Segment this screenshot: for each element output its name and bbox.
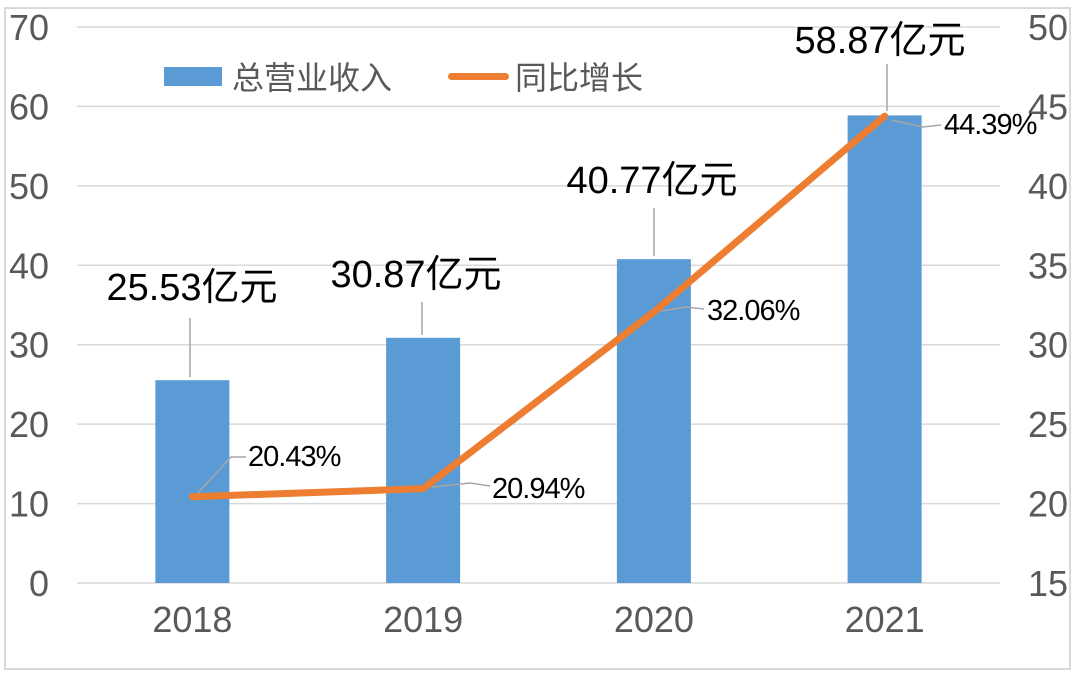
right-axis-tick-label: 25 bbox=[1028, 404, 1068, 445]
right-axis-tick-label: 20 bbox=[1028, 484, 1068, 525]
line-label-leader-line bbox=[431, 482, 491, 488]
legend-line-swatch-icon bbox=[448, 72, 510, 80]
left-axis-tick-label: 50 bbox=[9, 166, 49, 207]
right-axis-tick-label: 40 bbox=[1028, 166, 1068, 207]
growth-line-series bbox=[188, 112, 889, 501]
bar-value-label: 30.87亿元 bbox=[330, 254, 501, 296]
line-label-leader-line bbox=[660, 306, 705, 312]
line-value-label: 20.94% bbox=[492, 473, 585, 505]
left-axis-tick-label: 70 bbox=[9, 7, 49, 48]
left-axis-tick-label: 60 bbox=[9, 86, 49, 127]
right-axis-tick-label: 50 bbox=[1028, 7, 1068, 48]
x-axis-category-label: 2020 bbox=[614, 599, 694, 640]
legend: 总营业收入 同比增长 bbox=[164, 58, 643, 96]
line-value-label: 20.43% bbox=[248, 441, 341, 473]
line-label-leader-line bbox=[196, 456, 246, 495]
left-axis-tick-label: 30 bbox=[9, 325, 49, 366]
x-axis-category-label: 2018 bbox=[152, 599, 232, 640]
bar-2021 bbox=[847, 115, 922, 584]
right-axis-tick-label: 15 bbox=[1028, 563, 1068, 604]
line-value-label: 44.39% bbox=[944, 109, 1037, 141]
bar-value-label: 40.77亿元 bbox=[566, 160, 737, 202]
x-axis-category-label: 2021 bbox=[845, 599, 925, 640]
right-axis-tick-label: 30 bbox=[1028, 325, 1068, 366]
left-axis-tick-label: 20 bbox=[9, 404, 49, 445]
right-axis-tick-label: 35 bbox=[1028, 245, 1068, 286]
legend-bar-label: 总营业收入 bbox=[232, 60, 393, 96]
bar-value-label: 25.53亿元 bbox=[106, 267, 277, 309]
legend-line-label: 同比增长 bbox=[515, 60, 644, 96]
bar-value-label: 58.87亿元 bbox=[794, 20, 965, 62]
left-axis-tick-label: 0 bbox=[29, 563, 49, 604]
bar-2018 bbox=[155, 380, 230, 583]
line-label-leader-line bbox=[890, 119, 942, 128]
right-axis-tick-label: 45 bbox=[1028, 86, 1068, 127]
legend-bar-swatch-icon bbox=[164, 66, 222, 86]
bar-2019 bbox=[386, 337, 461, 583]
left-axis-tick-label: 40 bbox=[9, 245, 49, 286]
line-value-label: 32.06% bbox=[707, 295, 800, 327]
left-axis-tick-label: 10 bbox=[9, 484, 49, 525]
x-axis-category-label: 2019 bbox=[383, 599, 463, 640]
